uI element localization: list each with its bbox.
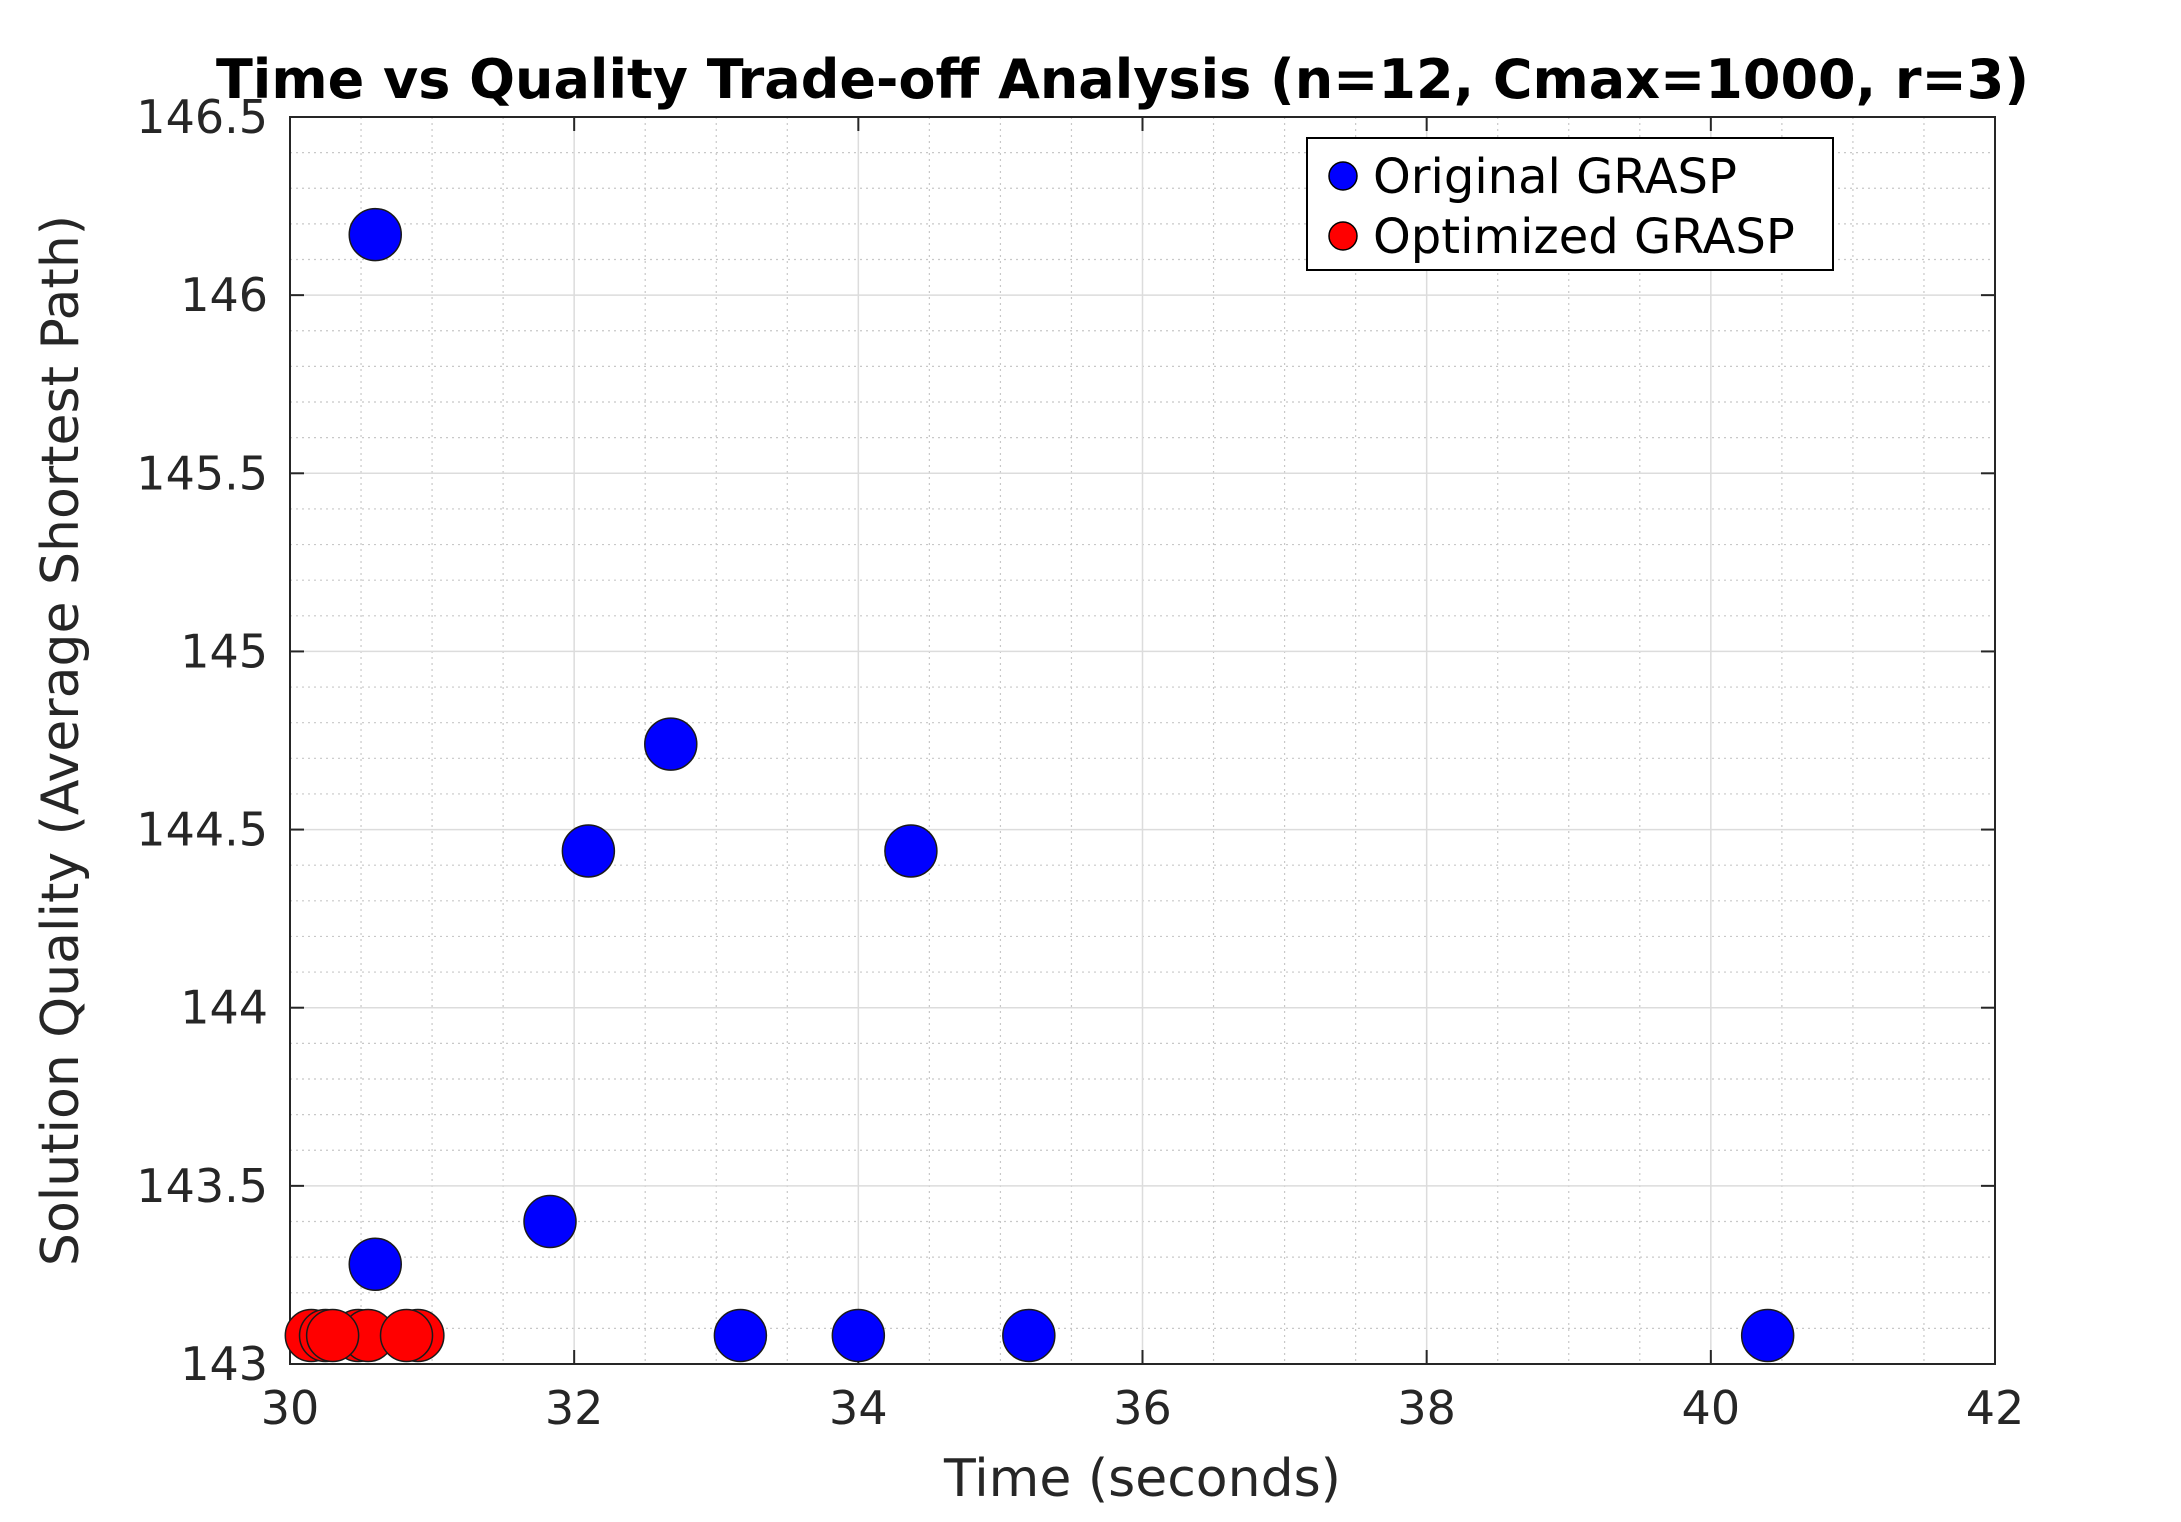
legend-label-optimized-grasp: Optimized GRASP — [1373, 209, 1795, 265]
original-grasp-point — [523, 1194, 577, 1249]
original-grasp-point — [884, 824, 938, 878]
original-grasp-point — [348, 1237, 402, 1291]
y-tick-label: 144 — [180, 981, 268, 1035]
optimized-grasp-point — [379, 1308, 434, 1363]
y-tick-label: 146 — [180, 268, 268, 322]
original-grasp-point — [348, 207, 402, 262]
original-grasp-point — [644, 717, 698, 771]
original-grasp-point — [831, 1308, 886, 1363]
x-tick-label: 34 — [829, 1381, 888, 1435]
axis-ticks: 30 32 34 36 38 40 42 143 143.5 144 144.5 145 145.5 14… — [136, 90, 2024, 1435]
x-tick-label: 40 — [1682, 1381, 1741, 1435]
y-tick-label: 143 — [180, 1337, 268, 1391]
x-tick-label: 30 — [261, 1381, 320, 1435]
chart-title: Time vs Quality Trade-off Analysis (n=12… — [216, 48, 2029, 111]
x-tick-label: 32 — [545, 1381, 604, 1435]
x-tick-label: 42 — [1966, 1381, 2025, 1435]
legend: Original GRASP Optimized GRASP — [1306, 137, 1834, 271]
y-tick-label: 145 — [180, 624, 268, 678]
y-tick-label: 146.5 — [136, 90, 268, 144]
optimized-grasp-point — [305, 1308, 360, 1363]
legend-box — [1306, 137, 1834, 271]
original-grasp-point — [1002, 1308, 1056, 1363]
y-tick-label: 145.5 — [136, 446, 268, 500]
y-tick-label: 143.5 — [136, 1159, 268, 1213]
x-tick-label: 36 — [1113, 1381, 1172, 1435]
y-axis-label: Solution Quality (Average Shortest Path) — [31, 215, 91, 1266]
original-grasp-point — [713, 1308, 768, 1363]
original-grasp-point — [561, 824, 616, 878]
legend-label-original-grasp: Original GRASP — [1373, 149, 1737, 205]
y-tick-label: 144.5 — [136, 803, 268, 857]
x-tick-label: 38 — [1397, 1381, 1456, 1435]
legend-marker-optimized-grasp — [1328, 221, 1358, 251]
x-axis-label: Time (seconds) — [943, 1449, 1341, 1509]
legend-marker-original-grasp — [1328, 161, 1358, 191]
original-grasp-point — [1740, 1308, 1795, 1363]
data-markers — [284, 207, 1795, 1363]
